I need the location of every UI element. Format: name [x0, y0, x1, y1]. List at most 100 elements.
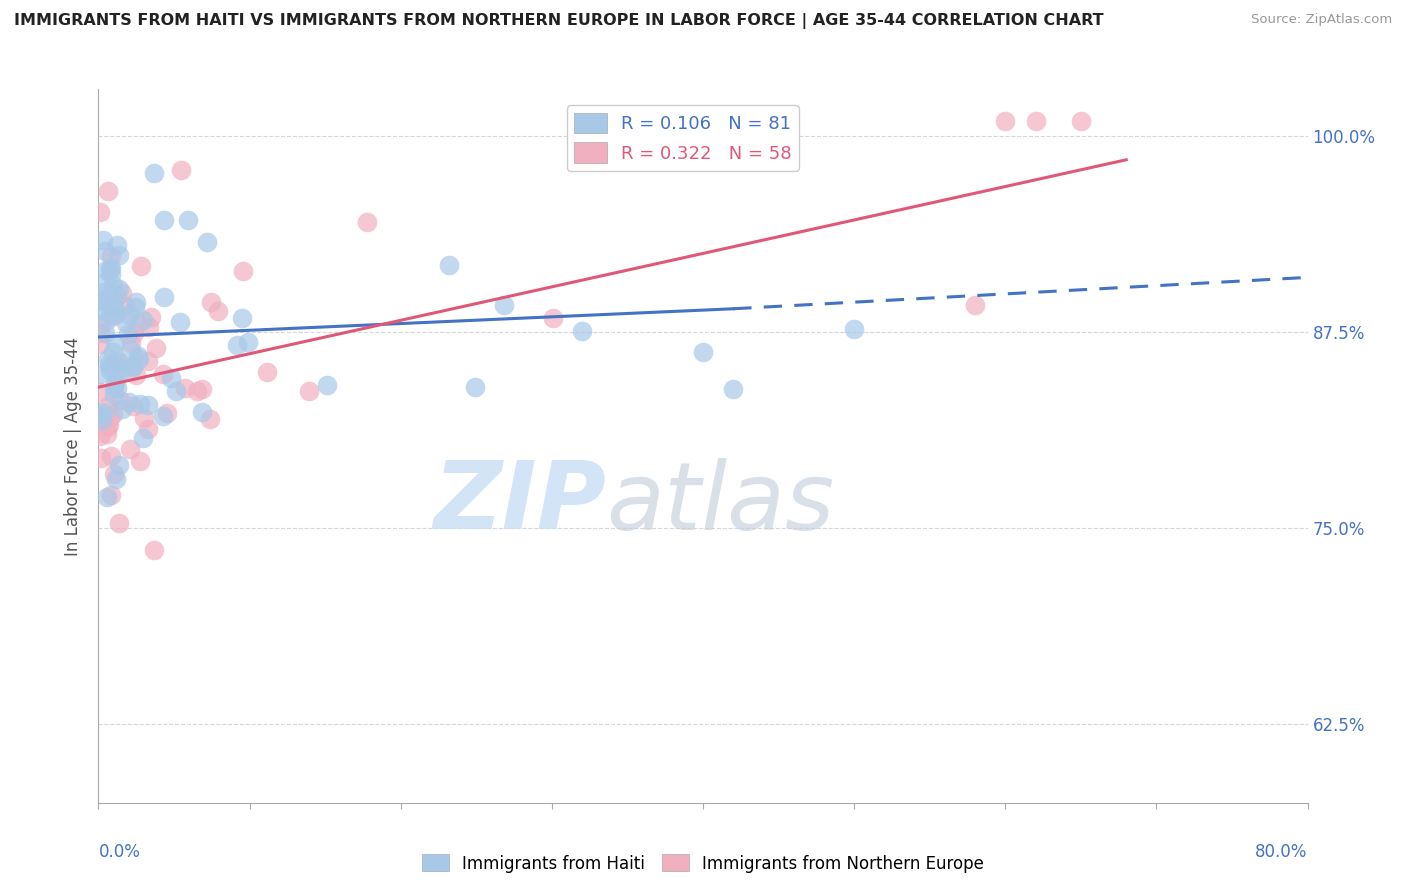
Point: [1024, 113, 1046, 128]
Point: [128, 397, 150, 411]
Point: [96, 420, 118, 434]
Text: Source: ZipAtlas.com: Source: ZipAtlas.com: [1251, 13, 1392, 27]
Point: [89, 293, 111, 308]
Point: [96, 490, 118, 504]
Point: [89, 367, 111, 381]
Text: ZIP: ZIP: [433, 457, 606, 549]
Point: [118, 442, 141, 456]
Point: [138, 422, 160, 436]
Text: IMMIGRANTS FROM HAITI VS IMMIGRANTS FROM NORTHERN EUROPE IN LABOR FORCE | AGE 35: IMMIGRANTS FROM HAITI VS IMMIGRANTS FROM…: [14, 13, 1104, 29]
Point: [723, 382, 745, 396]
Point: [118, 308, 141, 322]
Point: [297, 384, 319, 398]
Point: [232, 264, 254, 278]
Point: [94, 244, 117, 259]
Point: [844, 322, 866, 336]
Point: [94, 263, 117, 277]
Point: [160, 371, 183, 385]
Point: [105, 289, 128, 303]
Point: [136, 399, 159, 413]
Point: [108, 458, 131, 473]
Point: [107, 282, 129, 296]
Point: [136, 354, 159, 368]
Point: [117, 395, 139, 409]
Point: [125, 368, 148, 382]
Point: [91, 412, 114, 426]
Point: [117, 326, 139, 341]
Point: [165, 384, 187, 399]
Point: [127, 349, 149, 363]
Point: [112, 361, 135, 376]
Point: [191, 405, 214, 419]
Point: [994, 113, 1017, 128]
Point: [124, 300, 146, 314]
Point: [198, 411, 221, 425]
Point: [231, 310, 253, 325]
Point: [186, 384, 208, 398]
Point: [97, 399, 120, 413]
Point: [96, 313, 118, 327]
Point: [127, 316, 149, 330]
Legend: R = 0.106   N = 81, R = 0.322   N = 58: R = 0.106 N = 81, R = 0.322 N = 58: [567, 105, 799, 170]
Point: [89, 429, 111, 443]
Point: [132, 410, 155, 425]
Point: [132, 431, 155, 445]
Point: [89, 337, 111, 351]
Point: [356, 215, 378, 229]
Point: [153, 290, 176, 304]
Point: [128, 454, 150, 468]
Legend: Immigrants from Haiti, Immigrants from Northern Europe: Immigrants from Haiti, Immigrants from N…: [416, 847, 990, 880]
Point: [98, 262, 121, 277]
Point: [94, 275, 117, 289]
Text: 0.0%: 0.0%: [98, 843, 141, 861]
Point: [543, 311, 565, 326]
Point: [103, 301, 125, 315]
Point: [101, 407, 124, 421]
Point: [101, 309, 124, 323]
Point: [104, 376, 127, 390]
Point: [108, 359, 131, 374]
Point: [121, 335, 143, 350]
Point: [464, 380, 486, 394]
Point: [97, 351, 120, 366]
Point: [97, 357, 120, 371]
Point: [174, 381, 197, 395]
Text: atlas: atlas: [606, 458, 835, 549]
Point: [207, 303, 229, 318]
Point: [97, 184, 120, 198]
Point: [93, 285, 115, 299]
Point: [138, 319, 160, 334]
Point: [156, 406, 179, 420]
Point: [152, 367, 174, 381]
Point: [122, 360, 145, 375]
Point: [107, 248, 129, 262]
Point: [90, 450, 112, 465]
Point: [98, 417, 121, 432]
Point: [89, 205, 111, 219]
Point: [965, 298, 987, 312]
Point: [100, 487, 122, 501]
Point: [91, 405, 114, 419]
Point: [120, 343, 142, 357]
Point: [122, 359, 145, 374]
Point: [101, 277, 124, 292]
Point: [90, 326, 112, 341]
Point: [170, 163, 193, 178]
Point: [107, 516, 129, 530]
Point: [226, 337, 249, 351]
Point: [100, 360, 122, 375]
Point: [89, 409, 111, 424]
Point: [104, 472, 127, 486]
Point: [110, 401, 132, 416]
Point: [177, 213, 200, 227]
Point: [98, 307, 121, 321]
Point: [195, 235, 218, 249]
Point: [100, 449, 122, 463]
Point: [152, 409, 174, 424]
Point: [93, 326, 115, 340]
Point: [492, 298, 515, 312]
Point: [91, 233, 114, 247]
Point: [105, 369, 128, 384]
Point: [98, 411, 121, 425]
Point: [100, 249, 122, 263]
